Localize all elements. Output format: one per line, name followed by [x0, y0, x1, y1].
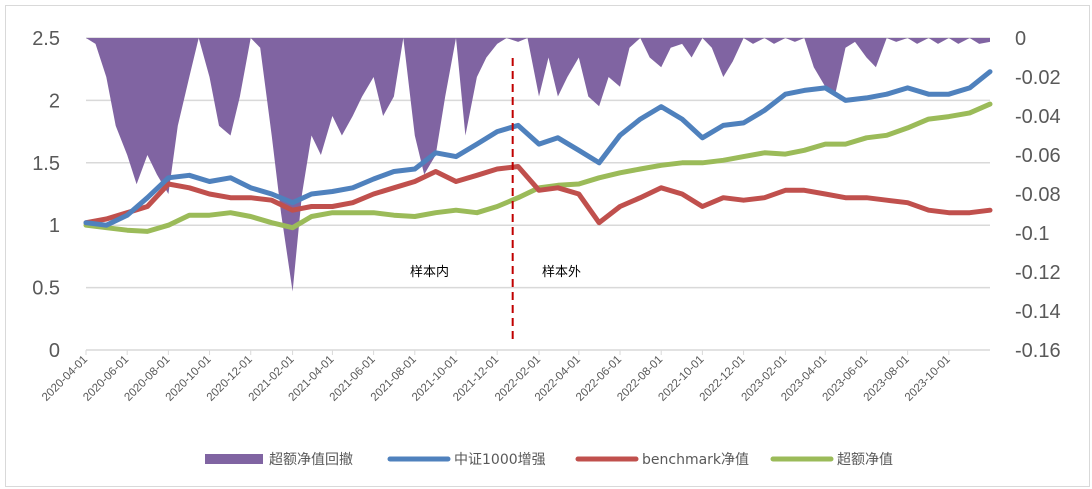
right-axis-tick: -0.1 — [1015, 223, 1049, 245]
in-sample-label: 样本内 — [410, 264, 449, 280]
right-axis-tick: -0.06 — [1015, 145, 1061, 167]
left-axis-tick: 1 — [49, 215, 60, 237]
drawdown-area — [86, 38, 990, 292]
legend-swatch-area — [205, 454, 263, 464]
drawdown-area-layer — [86, 38, 990, 292]
left-axis-tick: 0 — [49, 340, 60, 362]
left-axis-tick: 2.5 — [32, 28, 60, 50]
out-sample-label: 样本外 — [542, 265, 581, 280]
right-axis-tick: -0.12 — [1015, 262, 1061, 284]
legend-label: benchmark净值 — [642, 452, 749, 468]
left-axis-tick: 1.5 — [32, 153, 60, 175]
right-axis-tick: -0.14 — [1015, 301, 1061, 323]
left-axis-tick: 0.5 — [32, 278, 60, 300]
right-axis-tick: -0.02 — [1015, 67, 1061, 89]
right-axis-tick: -0.16 — [1015, 340, 1061, 362]
legend-label: 超额净值回撤 — [269, 452, 353, 468]
right-axis-tick: -0.08 — [1015, 184, 1061, 206]
right-axis-tick: 0 — [1015, 28, 1026, 50]
series-line — [83, 69, 993, 228]
legend-label: 中证1000增强 — [454, 452, 546, 468]
series-lines — [83, 69, 993, 234]
right-axis-tick: -0.04 — [1015, 106, 1061, 128]
series-line — [83, 164, 993, 226]
left-axis-tick: 2 — [49, 90, 60, 112]
legend-label: 超额净值 — [837, 452, 893, 468]
legend: 超额净值回撤 中证1000增强 benchmark净值 超额净值 — [205, 452, 893, 468]
